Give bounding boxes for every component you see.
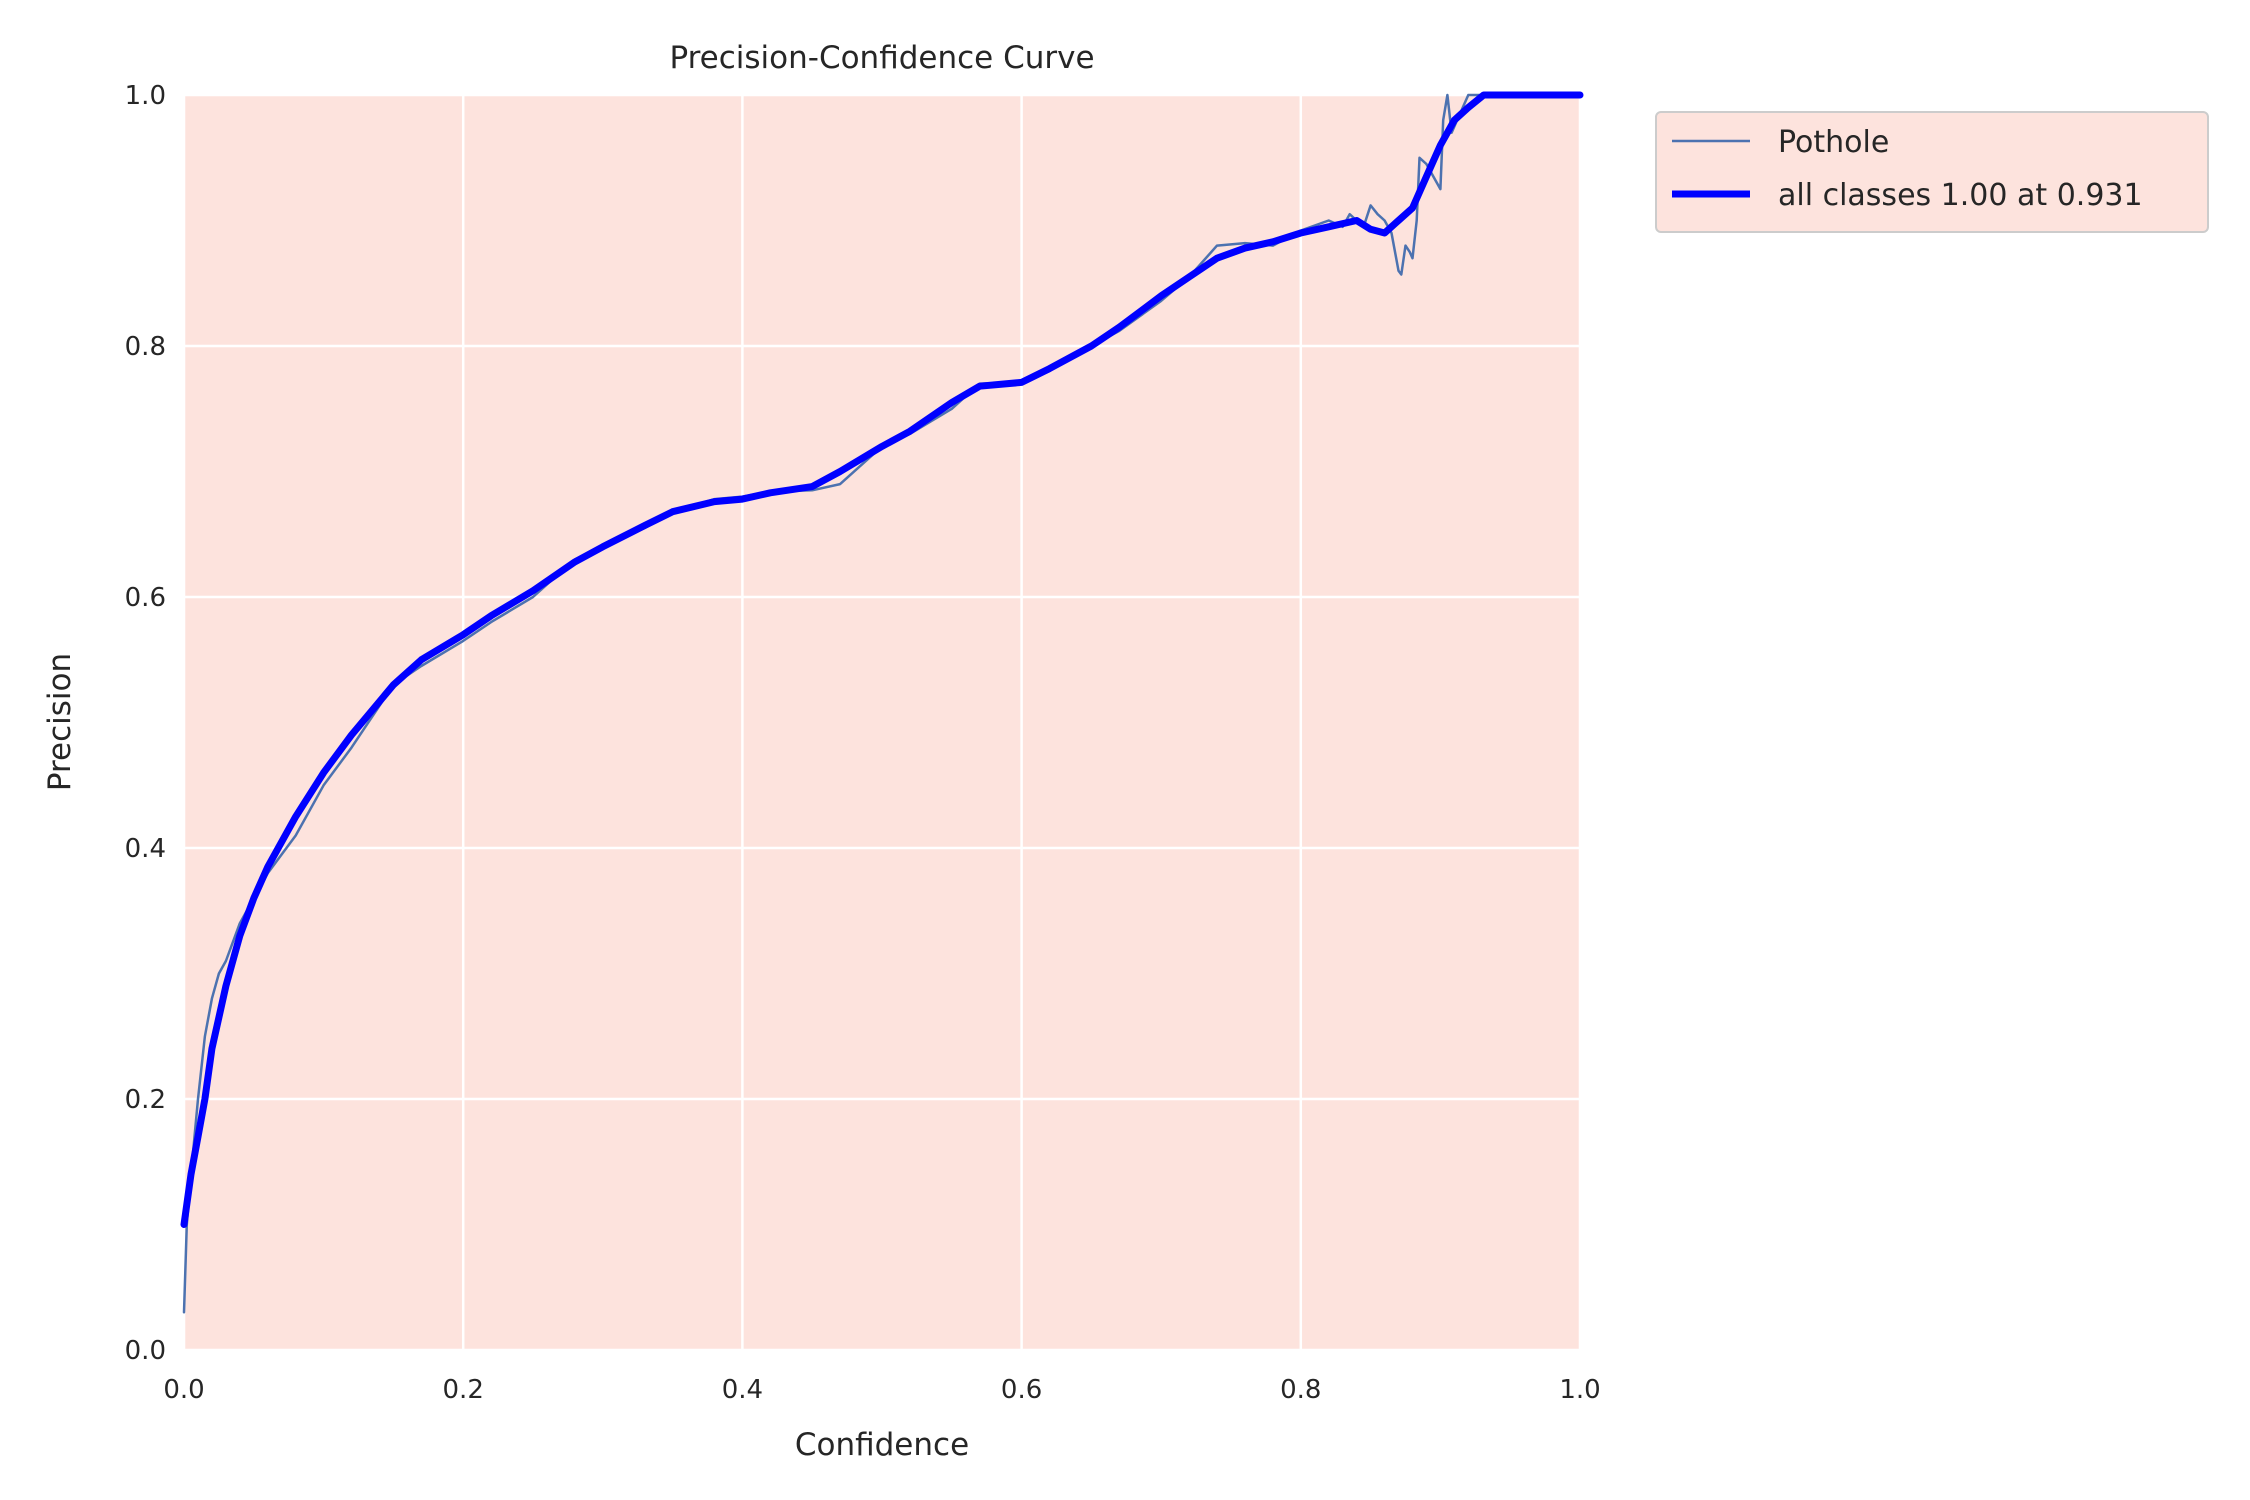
y-tick-label: 0.2 bbox=[125, 1085, 166, 1115]
legend: Pothole all classes 1.00 at 0.931 bbox=[1655, 111, 2209, 233]
plot-background bbox=[184, 95, 1580, 1350]
y-tick-label: 0.0 bbox=[125, 1336, 166, 1366]
x-axis-title: Confidence bbox=[795, 1427, 969, 1463]
legend-box bbox=[1655, 111, 2209, 233]
y-tick-label: 0.4 bbox=[125, 834, 166, 864]
series-line-all-classes bbox=[180, 91, 1584, 1228]
x-tick-label: 0.2 bbox=[443, 1375, 484, 1405]
x-tick-label: 1.0 bbox=[1559, 1375, 1600, 1405]
x-tick-label: 0.0 bbox=[163, 1375, 204, 1405]
y-tick-label: 0.8 bbox=[125, 332, 166, 362]
chart-title: Precision-Confidence Curve bbox=[669, 40, 1094, 76]
y-tick-label: 0.6 bbox=[125, 583, 166, 613]
legend-label-all-classes: all classes 1.00 at 0.931 bbox=[1778, 178, 2143, 213]
x-tick-label: 0.4 bbox=[722, 1375, 763, 1405]
x-tick-label: 0.6 bbox=[1001, 1375, 1042, 1405]
series-layer bbox=[180, 91, 1584, 1314]
y-tick-label: 1.0 bbox=[125, 81, 166, 111]
legend-label-pothole: Pothole bbox=[1778, 125, 1889, 160]
y-axis-title: Precision bbox=[42, 653, 78, 791]
y-tick-labels: 0.0 0.2 0.4 0.6 0.8 1.0 bbox=[125, 81, 166, 1366]
x-tick-labels: 0.0 0.2 0.4 0.6 0.8 1.0 bbox=[163, 1375, 1600, 1405]
grid-lines bbox=[182, 93, 1582, 1352]
x-tick-label: 0.8 bbox=[1280, 1375, 1321, 1405]
